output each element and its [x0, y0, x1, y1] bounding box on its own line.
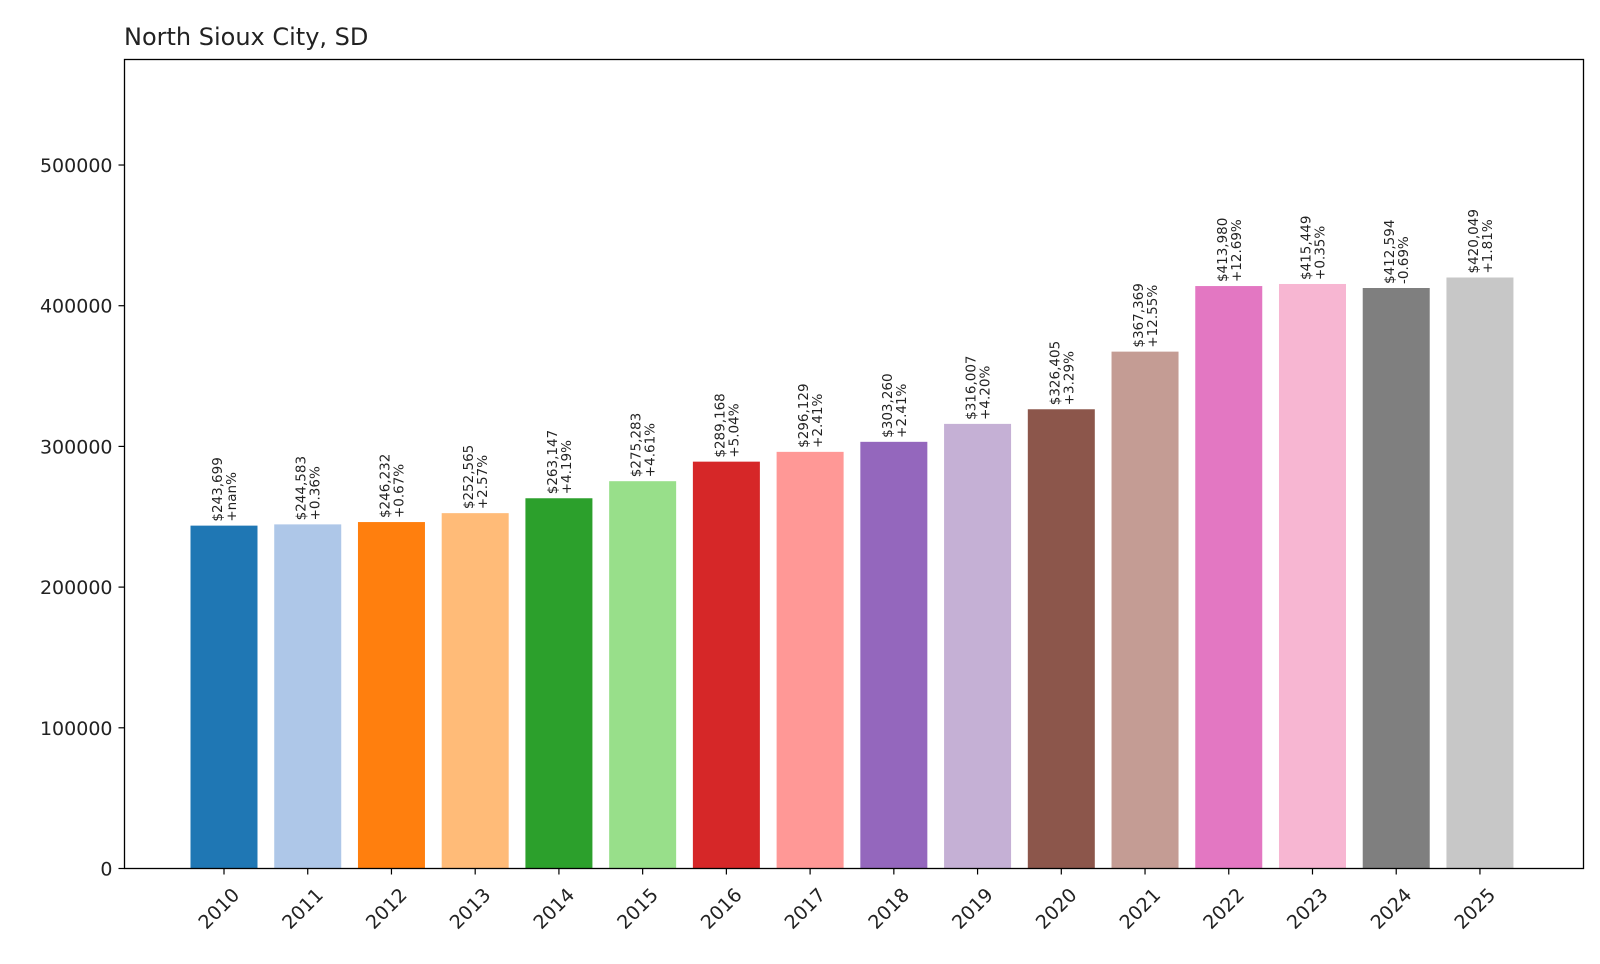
- x-tick-label: 2020: [1032, 884, 1082, 934]
- bar-2012: [357, 522, 425, 869]
- x-tick-label: 2021: [1115, 884, 1165, 934]
- bar-change-label: +12.55%: [1145, 285, 1161, 348]
- bar-labels-layer: $243,699+nan% $244,583+0.36% $246,232+0.67…: [210, 209, 1496, 522]
- bar-label-group-2012: $246,232+0.67%: [377, 454, 407, 518]
- bar-value-label: $413,980: [1215, 218, 1231, 282]
- x-tick-label: 2010: [194, 884, 244, 934]
- y-tick-label: 200000: [40, 577, 113, 599]
- bar-label-group-2017: $296,129+2.41%: [796, 383, 826, 447]
- bar-2013: [441, 513, 509, 869]
- plot-frame: [123, 58, 1585, 870]
- bar-value-label: $289,168: [712, 393, 728, 457]
- bar-2025: [1446, 277, 1514, 869]
- y-tick-label: 100000: [40, 718, 113, 740]
- bar-change-label: +0.35%: [1312, 226, 1328, 280]
- bar-value-label: $326,405: [1047, 341, 1063, 405]
- bar-value-label: $316,007: [964, 355, 980, 419]
- bar-value-label: $275,283: [629, 413, 645, 477]
- y-tick-label: 300000: [40, 436, 113, 458]
- bar-2016: [692, 461, 760, 869]
- bar-label-group-2023: $415,449+0.35%: [1298, 216, 1328, 280]
- bar-change-label: +5.04%: [726, 403, 742, 457]
- bar-change-label: +4.19%: [559, 440, 575, 494]
- x-tick-label: 2024: [1367, 884, 1417, 934]
- bar-value-label: $367,369: [1131, 283, 1147, 347]
- x-tick-label: 2023: [1283, 884, 1333, 934]
- x-axis: 2010 2011 2012 2013 2014 2015 2016 2017 2018 2019…: [194, 868, 1500, 934]
- bar-2015: [609, 481, 677, 869]
- bar-2021: [1111, 351, 1179, 869]
- y-tick-label: 500000: [40, 155, 113, 177]
- bar-label-group-2011: $244,583+0.36%: [294, 456, 324, 520]
- bar-label-group-2010: $243,699+nan%: [210, 457, 240, 521]
- bar-value-label: $296,129: [796, 383, 812, 447]
- x-tick-label: 2019: [948, 884, 998, 934]
- bar-value-label: $420,049: [1466, 209, 1482, 273]
- bar-value-label: $252,565: [461, 445, 477, 509]
- y-tick-label: 0: [100, 859, 112, 881]
- bar-2014: [525, 498, 593, 869]
- bar-change-label: +0.36%: [308, 466, 324, 520]
- bar-2023: [1278, 283, 1346, 869]
- bar-label-group-2024: $412,594-0.69%: [1382, 220, 1412, 284]
- bar-label-group-2022: $413,980+12.69%: [1215, 218, 1245, 282]
- x-tick-label: 2018: [864, 884, 914, 934]
- bar-label-group-2019: $316,007+4.20%: [964, 355, 994, 419]
- bar-2018: [860, 441, 928, 869]
- bar-change-label: +3.29%: [1061, 351, 1077, 405]
- bar-change-label: +12.69%: [1229, 219, 1245, 282]
- bar-change-label: +0.67%: [391, 464, 407, 518]
- x-tick-label: 2012: [362, 884, 412, 934]
- bar-value-label: $303,260: [880, 373, 896, 437]
- bar-value-label: $243,699: [210, 457, 226, 521]
- bar-value-label: $246,232: [377, 454, 393, 518]
- bar-value-label: $244,583: [294, 456, 310, 520]
- x-tick-label: 2013: [446, 884, 496, 934]
- bar-value-label: $263,147: [545, 430, 561, 494]
- bar-2011: [274, 524, 342, 869]
- bar-label-group-2021: $367,369+12.55%: [1131, 283, 1161, 347]
- bar-change-label: +2.41%: [894, 383, 910, 437]
- x-tick-label: 2025: [1450, 884, 1500, 934]
- y-tick-label: 400000: [40, 296, 113, 318]
- x-tick-label: 2017: [781, 884, 831, 934]
- bar-2024: [1362, 288, 1430, 869]
- bar-change-label: +2.41%: [810, 393, 826, 447]
- bar-change-label: +1.81%: [1480, 219, 1496, 273]
- bar-value-label: $412,594: [1382, 220, 1398, 284]
- bar-label-group-2014: $263,147+4.19%: [545, 430, 575, 494]
- bar-label-group-2025: $420,049+1.81%: [1466, 209, 1496, 273]
- bar-2022: [1195, 286, 1263, 869]
- bar-2017: [776, 451, 844, 869]
- bar-2019: [944, 423, 1012, 869]
- bar-change-label: +4.20%: [978, 366, 994, 420]
- x-tick-label: 2022: [1199, 884, 1249, 934]
- x-tick-label: 2016: [697, 884, 747, 934]
- bar-label-group-2016: $289,168+5.04%: [712, 393, 742, 457]
- chart-title: North Sioux City, SD: [124, 23, 368, 51]
- y-axis: 0 100000 200000 300000 400000 500000: [40, 155, 125, 881]
- x-tick-label: 2014: [529, 884, 579, 934]
- bars-layer: [190, 277, 1514, 869]
- bar-2010: [190, 525, 258, 869]
- bar-label-group-2013: $252,565+2.57%: [461, 445, 491, 509]
- bar-change-label: +4.61%: [643, 423, 659, 477]
- bar-value-label: $415,449: [1298, 216, 1314, 280]
- bar-label-group-2018: $303,260+2.41%: [880, 373, 910, 437]
- x-tick-label: 2015: [613, 884, 663, 934]
- bar-change-label: +nan%: [224, 472, 240, 522]
- bar-change-label: +2.57%: [475, 455, 491, 509]
- bar-2020: [1027, 409, 1095, 869]
- bar-label-group-2015: $275,283+4.61%: [629, 413, 659, 477]
- bar-change-label: -0.69%: [1396, 236, 1412, 284]
- bar-label-group-2020: $326,405+3.29%: [1047, 341, 1077, 405]
- x-tick-label: 2011: [278, 884, 328, 934]
